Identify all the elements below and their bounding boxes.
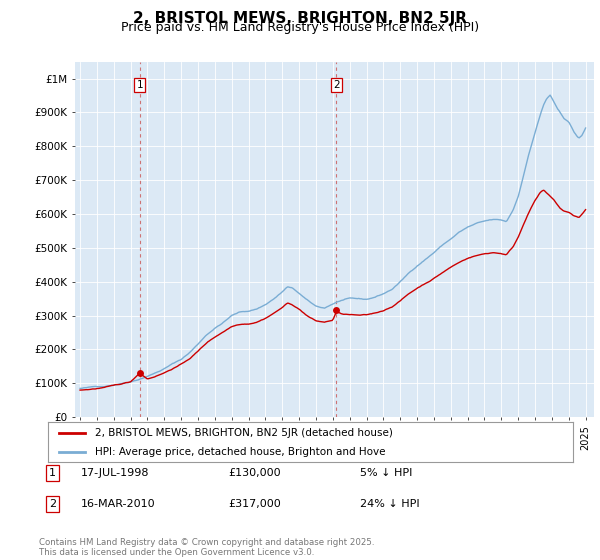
Text: 24% ↓ HPI: 24% ↓ HPI (360, 499, 419, 509)
Text: Contains HM Land Registry data © Crown copyright and database right 2025.
This d: Contains HM Land Registry data © Crown c… (39, 538, 374, 557)
Text: 5% ↓ HPI: 5% ↓ HPI (360, 468, 412, 478)
Text: £317,000: £317,000 (228, 499, 281, 509)
Text: HPI: Average price, detached house, Brighton and Hove: HPI: Average price, detached house, Brig… (95, 447, 386, 457)
Text: 1: 1 (49, 468, 56, 478)
Text: 17-JUL-1998: 17-JUL-1998 (81, 468, 149, 478)
Text: 2, BRISTOL MEWS, BRIGHTON, BN2 5JR (detached house): 2, BRISTOL MEWS, BRIGHTON, BN2 5JR (deta… (95, 428, 393, 438)
Text: Price paid vs. HM Land Registry's House Price Index (HPI): Price paid vs. HM Land Registry's House … (121, 21, 479, 34)
Text: 2, BRISTOL MEWS, BRIGHTON, BN2 5JR: 2, BRISTOL MEWS, BRIGHTON, BN2 5JR (133, 11, 467, 26)
Text: £130,000: £130,000 (228, 468, 281, 478)
Text: 16-MAR-2010: 16-MAR-2010 (81, 499, 155, 509)
Text: 1: 1 (136, 80, 143, 90)
Text: 2: 2 (333, 80, 340, 90)
Text: 2: 2 (49, 499, 56, 509)
